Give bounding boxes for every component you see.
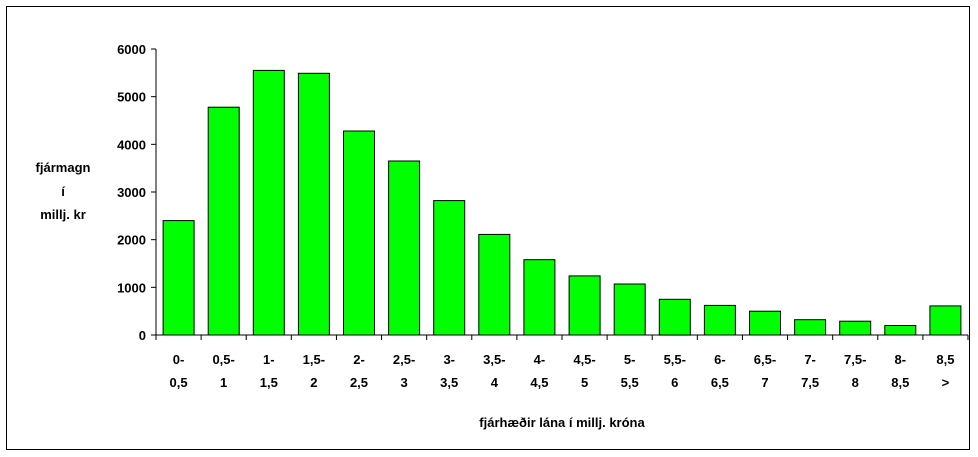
bar (162, 220, 195, 336)
bar (478, 233, 511, 336)
y-tick-label: 6000 (117, 42, 146, 57)
chart-frame: fjármagn í millj. kr 0 1000 2000 3000 4000 5000… (6, 6, 970, 450)
bar (703, 304, 736, 336)
x-tick-label: 8-8,5 (891, 352, 909, 390)
x-tick-label: 8,5 > (936, 352, 954, 390)
x-tick-label: 2,5-3 (393, 352, 415, 390)
x-tick-label: 1-1,5 (260, 352, 278, 390)
bar (884, 325, 917, 336)
y-tick-label: 4000 (117, 137, 146, 152)
bar (388, 160, 421, 336)
x-tick-label: 0-0,5 (170, 352, 188, 390)
bar (523, 259, 556, 336)
x-tick-label: 7,5-8 (844, 352, 866, 390)
y-tick-label: 1000 (117, 280, 146, 295)
y-axis-title-line: millj. kr (40, 207, 86, 222)
y-axis-title-line: í (61, 184, 65, 199)
x-tick-label: 4-4,5 (530, 352, 548, 390)
bar (207, 106, 240, 336)
x-tick-label: 3,5-4 (483, 352, 505, 390)
bars (162, 69, 962, 336)
x-tick-label: 6-6,5 (711, 352, 729, 390)
x-tick-label: 6,5-7 (754, 352, 776, 390)
bar (568, 275, 601, 336)
bar (749, 310, 781, 336)
y-tick-label: 5000 (117, 90, 146, 105)
x-tick-label: 7-7,5 (801, 352, 819, 390)
x-tick-label: 0,5-1 (212, 352, 234, 390)
y-axis-title-line: fjármagn (36, 160, 91, 175)
x-tick-label: 5-5,5 (621, 352, 639, 390)
bar (658, 298, 691, 336)
x-tick-label: 3-3,5 (440, 352, 458, 390)
bar (613, 283, 646, 336)
bar (839, 320, 872, 336)
y-tick-label: 2000 (117, 233, 146, 248)
x-tick-label: 5,5-6 (664, 352, 686, 390)
y-axis-ticks: 0 1000 2000 3000 4000 5000 6000 (117, 42, 156, 343)
axes (155, 49, 969, 340)
x-axis-ticks: 0-0,5 0,5-1 1-1,5 1,5-2 2-2,5 2,5-3 3-3,5 3,5-4… (170, 352, 955, 390)
x-axis-title: fjárhæðir lána í millj. króna (479, 415, 645, 430)
bar (343, 130, 375, 336)
x-tick-label: 2-2,5 (350, 352, 368, 390)
bar (433, 200, 466, 336)
bar (297, 72, 330, 336)
bar (929, 305, 962, 336)
y-tick-label: 0 (139, 328, 146, 343)
bar (794, 319, 827, 336)
x-tick-label: 4,5-5 (573, 352, 595, 390)
y-tick-label: 3000 (117, 185, 146, 200)
bar-chart: fjármagn í millj. kr 0 1000 2000 3000 4000 5000… (36, 42, 969, 430)
x-tick-label: 1,5-2 (303, 352, 325, 390)
bar (252, 69, 285, 336)
y-axis-title: fjármagn í millj. kr (36, 160, 91, 222)
